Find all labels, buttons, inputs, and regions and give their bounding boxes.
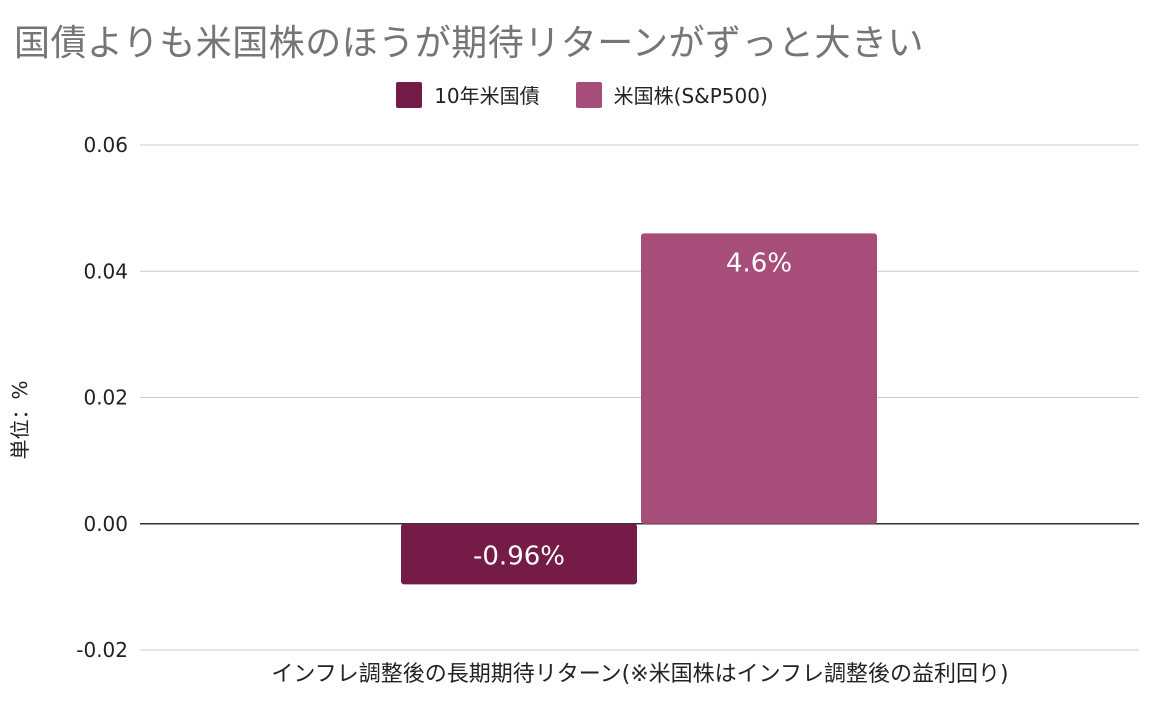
legend: 10年米国債 米国株(S&P500)	[0, 80, 1164, 109]
bar-bond[interactable]	[401, 523, 637, 585]
y-tick-label: 0.02	[83, 386, 128, 410]
legend-label-bond: 10年米国債	[434, 84, 540, 108]
bar-stock[interactable]	[641, 233, 877, 524]
x-axis-label: インフレ調整後の長期期待リターン(※米国株はインフレ調整後の益利回り)	[271, 662, 1009, 687]
data-labels: -0.96% 4.6%	[473, 248, 792, 571]
gridlines	[140, 144, 1139, 651]
data-label-stock: 4.6%	[726, 248, 792, 278]
y-tick-label: 0.06	[83, 133, 128, 157]
legend-label-stock: 米国株(S&P500)	[613, 84, 768, 108]
bars	[401, 233, 877, 585]
y-tick-labels: 0.06 0.04 0.02 0.00 -0.02	[76, 133, 128, 662]
data-label-bond: -0.96%	[473, 541, 565, 571]
legend-item-bond[interactable]: 10年米国債	[396, 80, 540, 109]
legend-swatch-stock	[575, 81, 602, 108]
legend-swatch-bond	[396, 81, 423, 108]
y-tick-label: -0.02	[76, 638, 128, 662]
legend-item-stock[interactable]: 米国株(S&P500)	[575, 80, 768, 109]
y-tick-label: 0.04	[83, 259, 128, 283]
chart-title: 国債よりも米国株のほうが期待リターンがずっと大きい	[14, 23, 924, 64]
y-tick-label: 0.00	[83, 512, 128, 536]
